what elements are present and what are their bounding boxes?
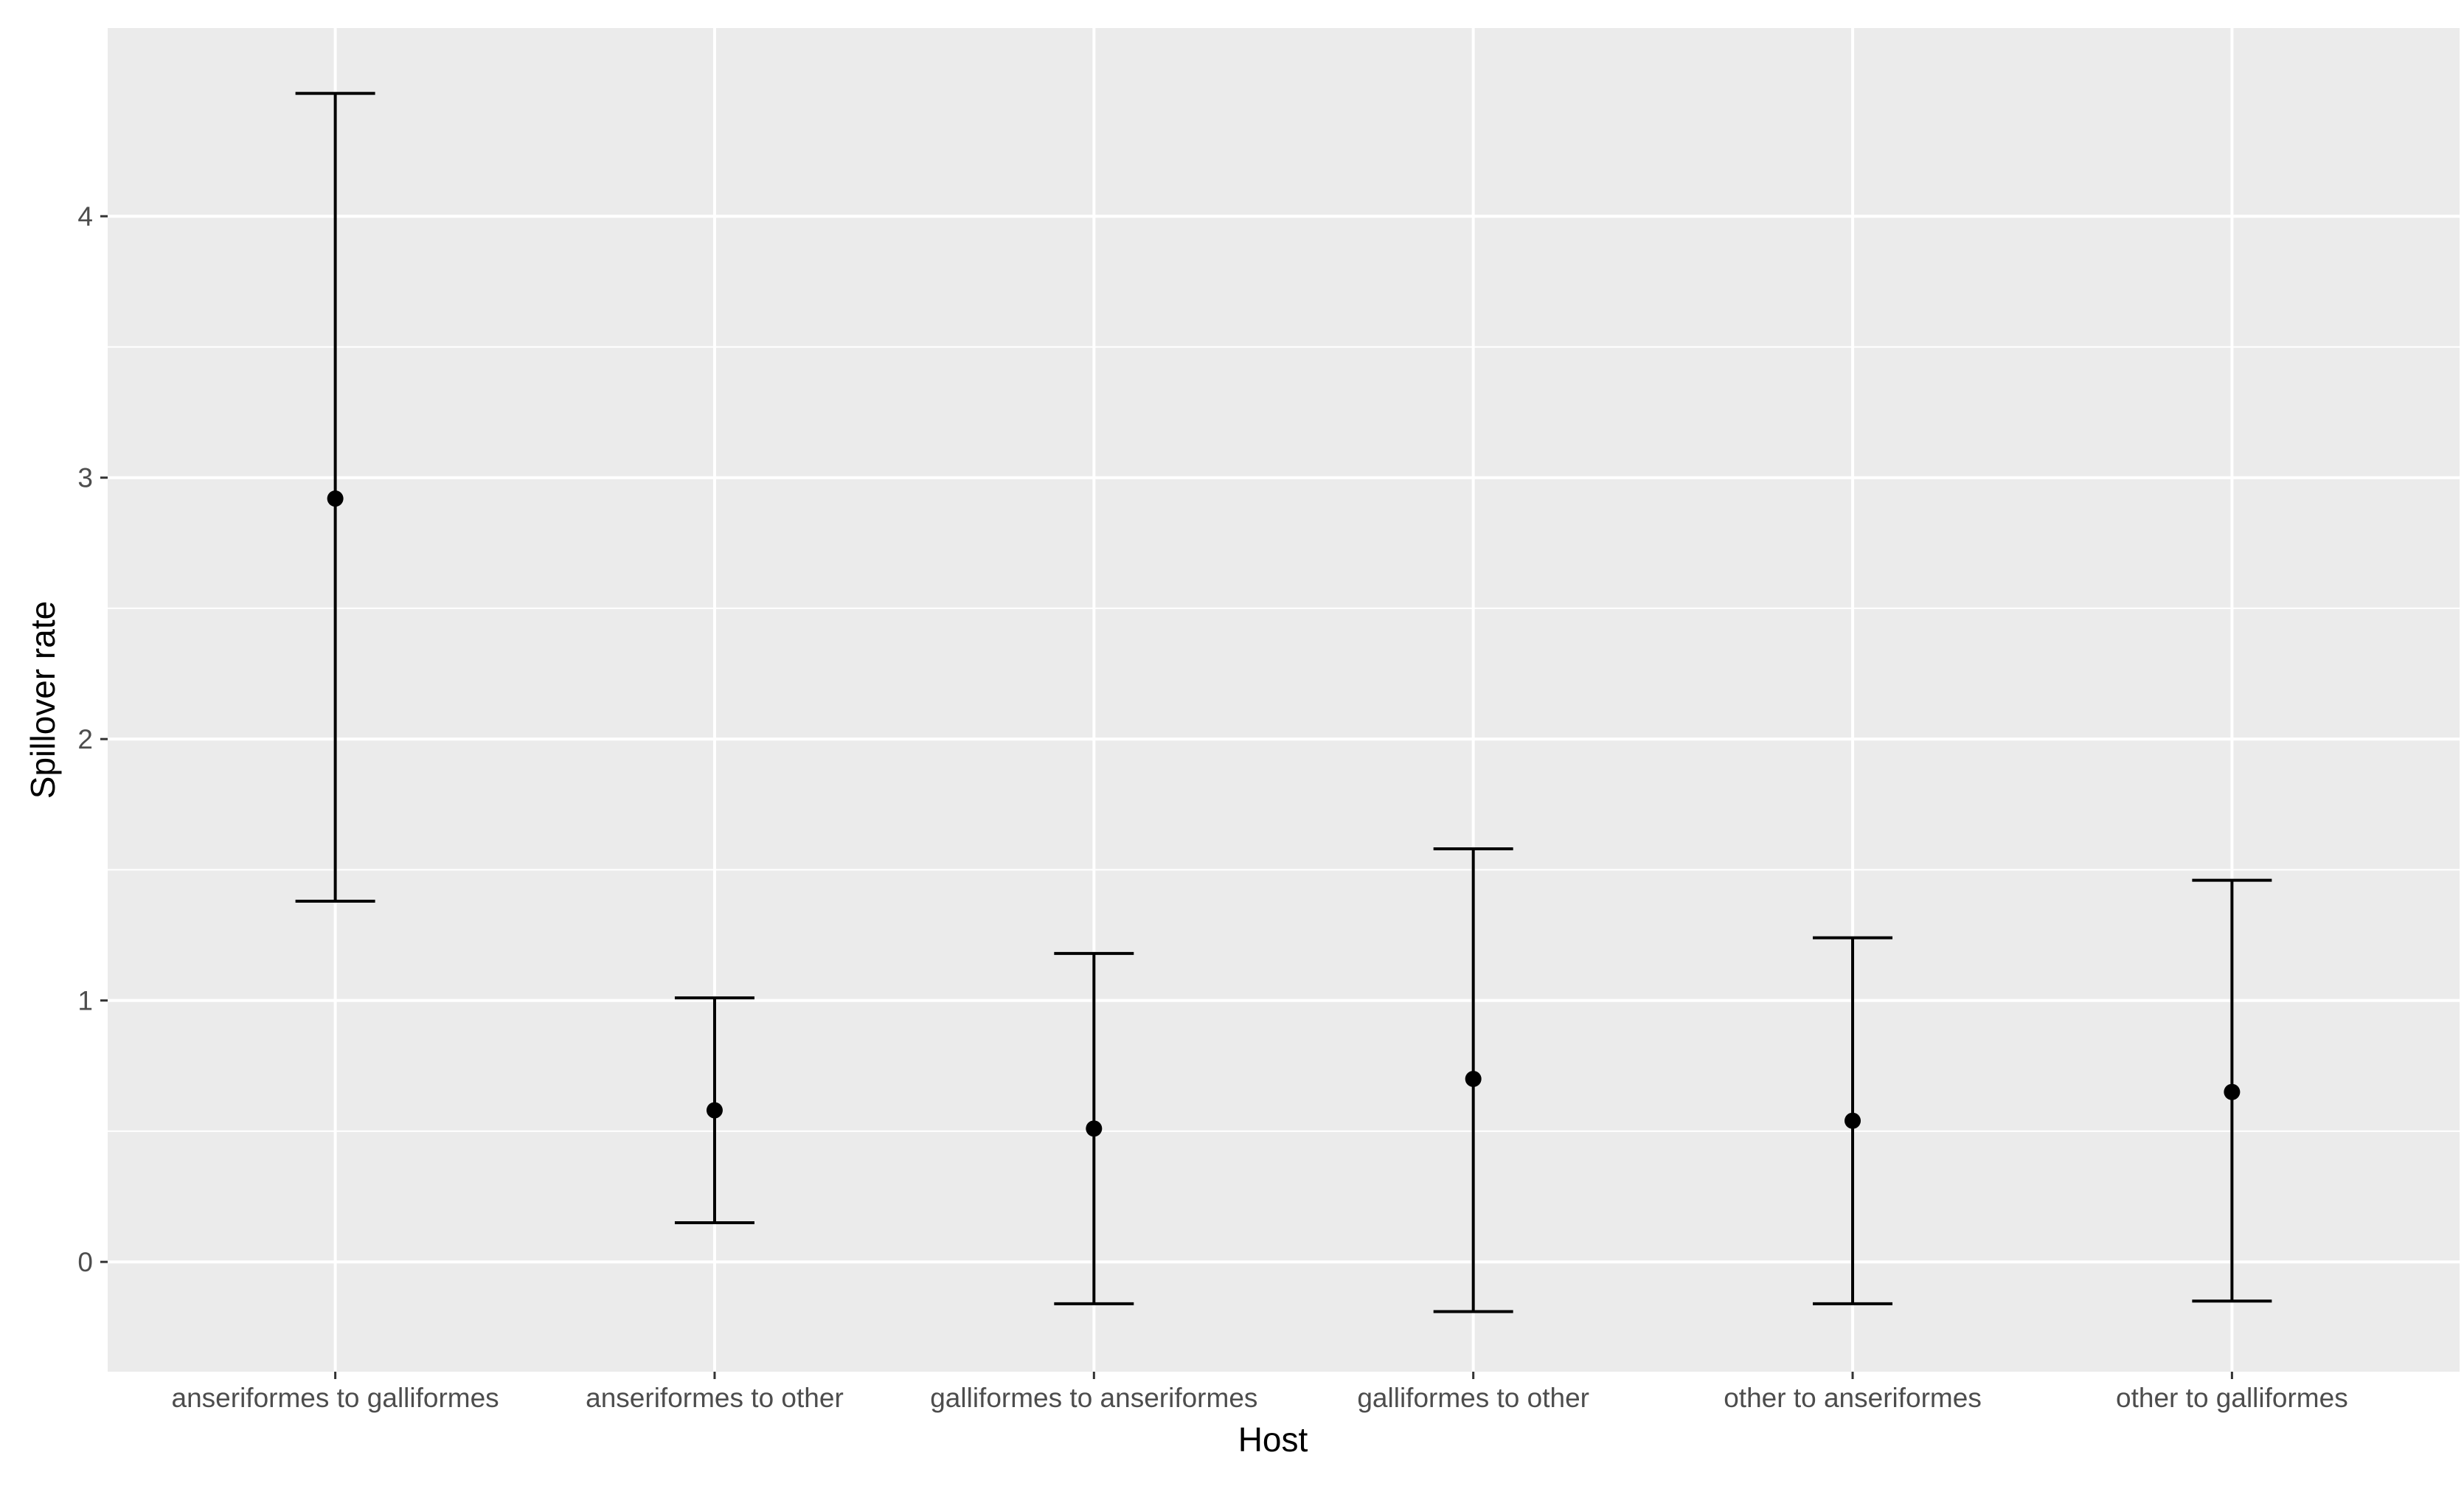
minor-gridlines (108, 346, 2460, 1132)
estimate-point (1844, 1112, 1861, 1129)
y-tick-label: 2 (77, 724, 93, 754)
x-tick-label: anseriformes to other (586, 1383, 844, 1413)
estimate-point (706, 1102, 723, 1119)
estimate-point (2224, 1083, 2241, 1100)
x-axis-ticks: anseriformes to galliformes anseriformes … (172, 1372, 2348, 1413)
y-tick-label: 3 (77, 463, 93, 493)
panel-background (108, 28, 2460, 1372)
x-axis-title: Host (1238, 1420, 1308, 1459)
x-tick-label: other to anseriformes (1724, 1383, 1982, 1413)
estimate-point (327, 490, 344, 507)
x-tick-label: other to galliformes (2116, 1383, 2348, 1413)
x-tick-label: galliformes to other (1357, 1383, 1589, 1413)
y-tick-label: 4 (77, 201, 93, 232)
estimate-point (1086, 1120, 1103, 1137)
y-axis-title: Spillover rate (24, 601, 62, 799)
error-bars (295, 91, 2272, 1313)
estimate-point (1465, 1070, 1482, 1087)
y-axis-ticks: 0 1 2 3 4 (77, 201, 108, 1277)
y-tick-label: 1 (77, 986, 93, 1016)
y-tick-label: 0 (77, 1247, 93, 1277)
x-tick-label: anseriformes to galliformes (172, 1383, 499, 1413)
x-tick-label: galliformes to anseriformes (930, 1383, 1257, 1413)
